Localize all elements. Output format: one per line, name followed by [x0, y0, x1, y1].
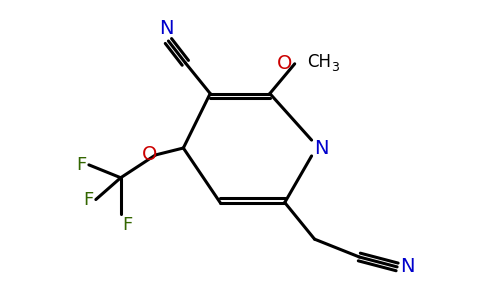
Text: 3: 3: [332, 61, 339, 74]
Text: N: N: [159, 19, 174, 38]
Text: F: F: [84, 190, 94, 208]
Text: N: N: [315, 139, 329, 158]
Text: CH: CH: [307, 53, 331, 71]
Text: O: O: [277, 54, 293, 73]
Text: O: O: [142, 146, 157, 164]
Text: F: F: [122, 216, 133, 234]
Text: F: F: [76, 156, 87, 174]
Text: N: N: [400, 257, 415, 276]
